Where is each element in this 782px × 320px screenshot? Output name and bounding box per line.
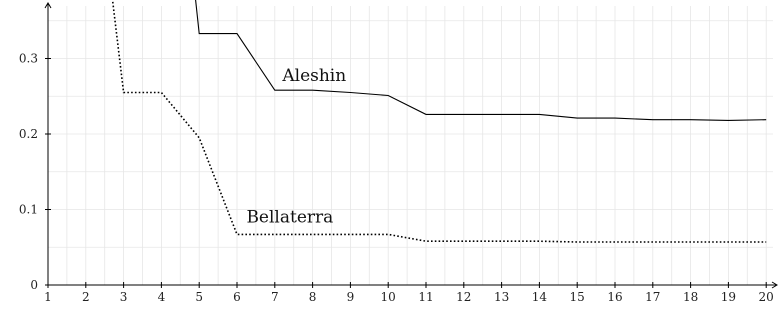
x-tick-label: 13 <box>494 290 509 304</box>
x-tick-label: 3 <box>120 290 128 304</box>
series-label-bellaterra: Bellaterra <box>246 207 333 227</box>
y-tick-label: 0 <box>30 278 38 292</box>
x-tick-label: 10 <box>381 290 396 304</box>
x-tick-label: 18 <box>683 290 698 304</box>
x-tick-label: 11 <box>418 290 433 304</box>
series-label-aleshin: Aleshin <box>281 66 346 86</box>
x-tick-label: 12 <box>456 290 471 304</box>
x-tick-label: 15 <box>570 290 585 304</box>
x-tick-label: 17 <box>645 290 660 304</box>
x-tick-label: 20 <box>759 290 774 304</box>
x-tick-label: 4 <box>158 290 166 304</box>
axes <box>44 2 778 289</box>
y-tick-label: 0.2 <box>19 127 38 141</box>
y-tick-labels: 0 0.1 0.2 0.3 <box>19 52 38 293</box>
x-tick-label: 5 <box>195 290 203 304</box>
x-tick-label: 9 <box>347 290 355 304</box>
x-axis-arrow <box>771 281 778 289</box>
x-tick-labels: 1 2 3 4 5 6 7 8 9 10 11 12 13 14 15 16 17 18 19 20 <box>44 290 774 304</box>
y-axis-arrow <box>44 2 52 9</box>
x-tick-label: 16 <box>607 290 622 304</box>
x-tick-label: 14 <box>532 290 548 304</box>
x-tick-label: 19 <box>721 290 736 304</box>
x-tick-label: 1 <box>44 290 52 304</box>
y-tick-label: 0.1 <box>19 203 38 217</box>
x-tick-label: 8 <box>309 290 317 304</box>
y-tick-label: 0.3 <box>19 52 38 66</box>
series-line-aleshin <box>195 0 767 121</box>
x-tick-label: 6 <box>233 290 241 304</box>
series-labels: Aleshin Bellaterra <box>246 66 346 227</box>
grid <box>47 6 773 285</box>
x-tick-label: 2 <box>82 290 90 304</box>
series-layer <box>111 0 767 243</box>
series-line-bellaterra <box>111 0 767 243</box>
x-tick-label: 7 <box>271 290 279 304</box>
